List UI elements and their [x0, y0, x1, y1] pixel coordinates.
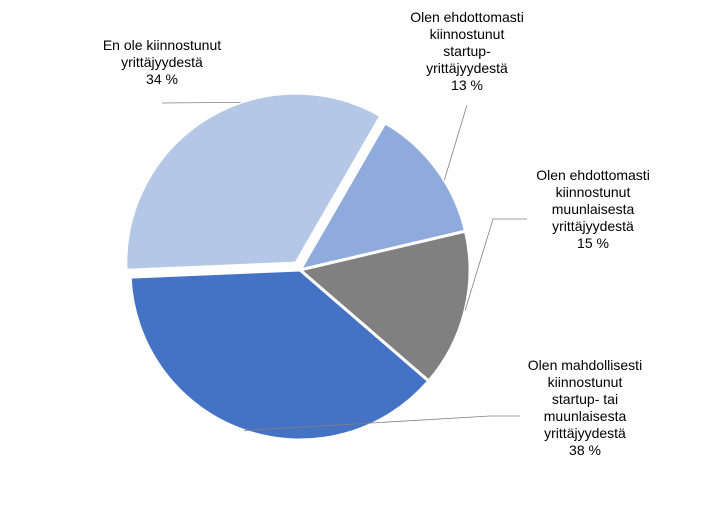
leader-line-slice4 [162, 102, 241, 103]
pie-chart: Olen ehdottomastikiinnostunutstartup-yri… [0, 0, 715, 514]
leader-line-slice1 [444, 105, 467, 180]
pie-slices [126, 93, 470, 440]
slice-label-slice4: En ole kiinnostunutyrittäjyydestä34 % [103, 37, 221, 87]
slice-label-slice1: Olen ehdottomastikiinnostunutstartup-yri… [410, 9, 524, 93]
leader-line-slice2 [465, 219, 527, 311]
slice-label-slice3: Olen mahdollisestikiinnostunutstartup- t… [528, 357, 642, 458]
slice-label-slice2: Olen ehdottomastikiinnostunutmuunlaisest… [536, 167, 650, 251]
